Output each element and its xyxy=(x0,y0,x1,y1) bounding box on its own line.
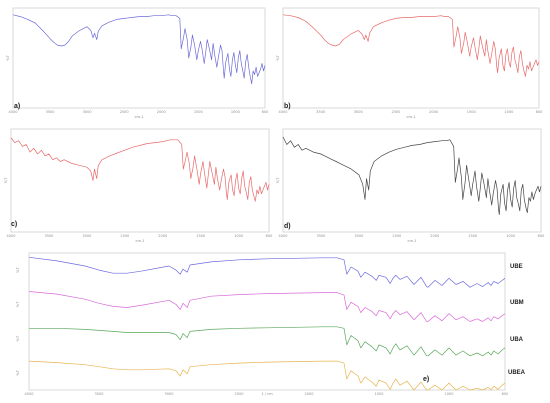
x-tick-label: 3000 xyxy=(83,110,92,114)
ftir-chart-d: 4000 3500 3000 2500 2000 1500 1000 600 cm-1 %T xyxy=(276,128,545,243)
x-tick-label: 3000 xyxy=(354,234,363,238)
chart-panel-e: 4000 3500 3000 2500 2000 1500 1000 600 1 / cm %T%… xyxy=(5,250,545,400)
x-tick-label: 3500 xyxy=(95,392,104,396)
plot-frame xyxy=(10,128,270,233)
panel-label-d: d) xyxy=(284,223,291,230)
spectrum-line xyxy=(12,14,266,85)
chart-panel-d: 4000 3500 3000 2500 2000 1500 1000 600 cm-1 %T d) xyxy=(276,126,545,244)
x-tick-label: 3500 xyxy=(316,234,325,238)
x-tick-label: 600 xyxy=(538,234,545,238)
x-tick-label: 600 xyxy=(536,110,543,114)
x-tick-label: 1000 xyxy=(234,234,243,238)
x-tick-label: 3000 xyxy=(354,110,363,114)
x-tick-label: 2500 xyxy=(120,234,129,238)
x-tick-label: 3500 xyxy=(44,234,53,238)
x-axis-label: cm-1 xyxy=(406,115,415,119)
x-axis-label: cm-1 xyxy=(135,239,144,243)
x-tick-label: 3000 xyxy=(165,392,174,396)
x-tick-label: 2500 xyxy=(120,110,129,114)
spectrum-line-ubea xyxy=(28,360,506,391)
series-label-ube: UBE xyxy=(510,264,523,270)
plot-frame xyxy=(282,128,542,233)
x-tick-label: 2500 xyxy=(392,234,401,238)
chart-panel-a: 4000 3500 3000 2500 2000 1500 1000 600 cm-1 %T a) xyxy=(5,5,270,120)
y-axis-label: %T xyxy=(6,54,10,60)
x-tick-label: 1500 xyxy=(468,234,477,238)
x-tick-label: 4000 xyxy=(7,234,16,238)
x-tick-label: 2000 xyxy=(157,110,166,114)
chart-panel-b: 4000 3500 3000 2500 2000 1500 1000 600 cm-1 %T b) xyxy=(276,5,545,120)
y-axis-label: %T xyxy=(4,177,8,183)
x-axis-label: cm-1 xyxy=(407,239,416,243)
x-tick-label: 4000 xyxy=(25,392,34,396)
x-tick-label: 1500 xyxy=(196,234,205,238)
x-tick-label: 1500 xyxy=(375,392,384,396)
x-tick-label: 1500 xyxy=(194,110,203,114)
series-label-ubea: UBEA xyxy=(508,370,526,376)
series-label-uba: UBA xyxy=(510,337,523,343)
x-tick-label: 600 xyxy=(262,110,269,114)
x-tick-label: 1000 xyxy=(231,110,240,114)
x-tick-label: 3500 xyxy=(316,110,325,114)
plot-frame xyxy=(28,252,506,391)
x-tick-label: 2000 xyxy=(305,392,314,396)
y-axis-label: %T xyxy=(276,177,280,183)
x-tick-label: 1500 xyxy=(467,110,476,114)
spectrum-line xyxy=(282,136,542,215)
panel-label-c: c) xyxy=(11,221,18,228)
ftir-chart-b: 4000 3500 3000 2500 2000 1500 1000 600 cm-1 %T xyxy=(276,7,543,119)
plot-frame xyxy=(12,7,266,109)
spectrum-line-ubm xyxy=(28,291,506,322)
x-tick-label: 4000 xyxy=(9,110,18,114)
x-tick-label: 2500 xyxy=(235,392,244,396)
panel-label-b: b) xyxy=(284,103,291,110)
plot-frame xyxy=(282,7,540,109)
x-axis-label: cm-1 xyxy=(134,115,143,119)
x-tick-label: 2000 xyxy=(429,110,438,114)
chart-panel-c: 4000 3500 3000 2500 2000 1500 1000 600 cm-1 %T c) xyxy=(4,126,273,244)
panel-label-a: a) xyxy=(14,103,21,110)
spectrum-line-ube xyxy=(28,256,506,288)
x-tick-label: 2000 xyxy=(158,234,167,238)
x-tick-label: 3000 xyxy=(82,234,91,238)
x-tick-label: 600 xyxy=(266,234,273,238)
x-tick-label: 2500 xyxy=(391,110,400,114)
series-label-ubm: UBM xyxy=(510,300,524,306)
y-axis-label: %T xyxy=(16,267,20,273)
y-axis-label: %T xyxy=(276,54,280,60)
x-axis-label: 1 / cm xyxy=(261,392,273,396)
y-axis-label: %T xyxy=(16,301,20,307)
x-tick-label: 1000 xyxy=(445,392,454,396)
x-tick-label: 1000 xyxy=(506,234,515,238)
x-tick-label: 4000 xyxy=(279,234,288,238)
ftir-chart-a: 4000 3500 3000 2500 2000 1500 1000 600 cm-1 %T xyxy=(6,7,269,119)
ftir-chart-e: 4000 3500 3000 2500 2000 1500 1000 600 1 / cm %T%… xyxy=(16,252,509,396)
spectrum-line xyxy=(282,14,540,77)
x-tick-label: 600 xyxy=(502,392,509,396)
spectrum-line-uba xyxy=(29,326,506,357)
panel-label-e: e) xyxy=(423,376,430,383)
ftir-chart-c: 4000 3500 3000 2500 2000 1500 1000 600 cm-1 %T xyxy=(4,128,273,243)
x-tick-label: 1000 xyxy=(504,110,513,114)
x-tick-label: 4000 xyxy=(279,110,288,114)
x-tick-label: 2000 xyxy=(430,234,439,238)
y-axis-label: %T xyxy=(16,369,20,375)
spectrum-line xyxy=(10,137,270,202)
y-axis-label: %T xyxy=(16,335,20,341)
x-tick-label: 3500 xyxy=(46,110,55,114)
